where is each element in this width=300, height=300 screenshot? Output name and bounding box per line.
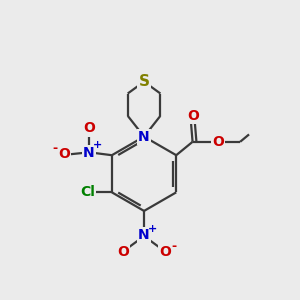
Text: O: O <box>212 135 224 149</box>
Text: O: O <box>58 147 70 161</box>
Text: Cl: Cl <box>80 185 95 200</box>
Text: S: S <box>139 74 150 89</box>
Text: +: + <box>92 140 102 150</box>
Text: +: + <box>148 224 157 234</box>
Text: N: N <box>83 146 94 160</box>
Text: O: O <box>187 109 199 123</box>
Text: N: N <box>138 228 150 242</box>
Text: O: O <box>83 122 94 136</box>
Text: O: O <box>159 244 171 259</box>
Text: O: O <box>117 244 129 259</box>
Text: -: - <box>53 142 58 155</box>
Text: -: - <box>171 240 176 253</box>
Text: N: N <box>138 130 150 144</box>
